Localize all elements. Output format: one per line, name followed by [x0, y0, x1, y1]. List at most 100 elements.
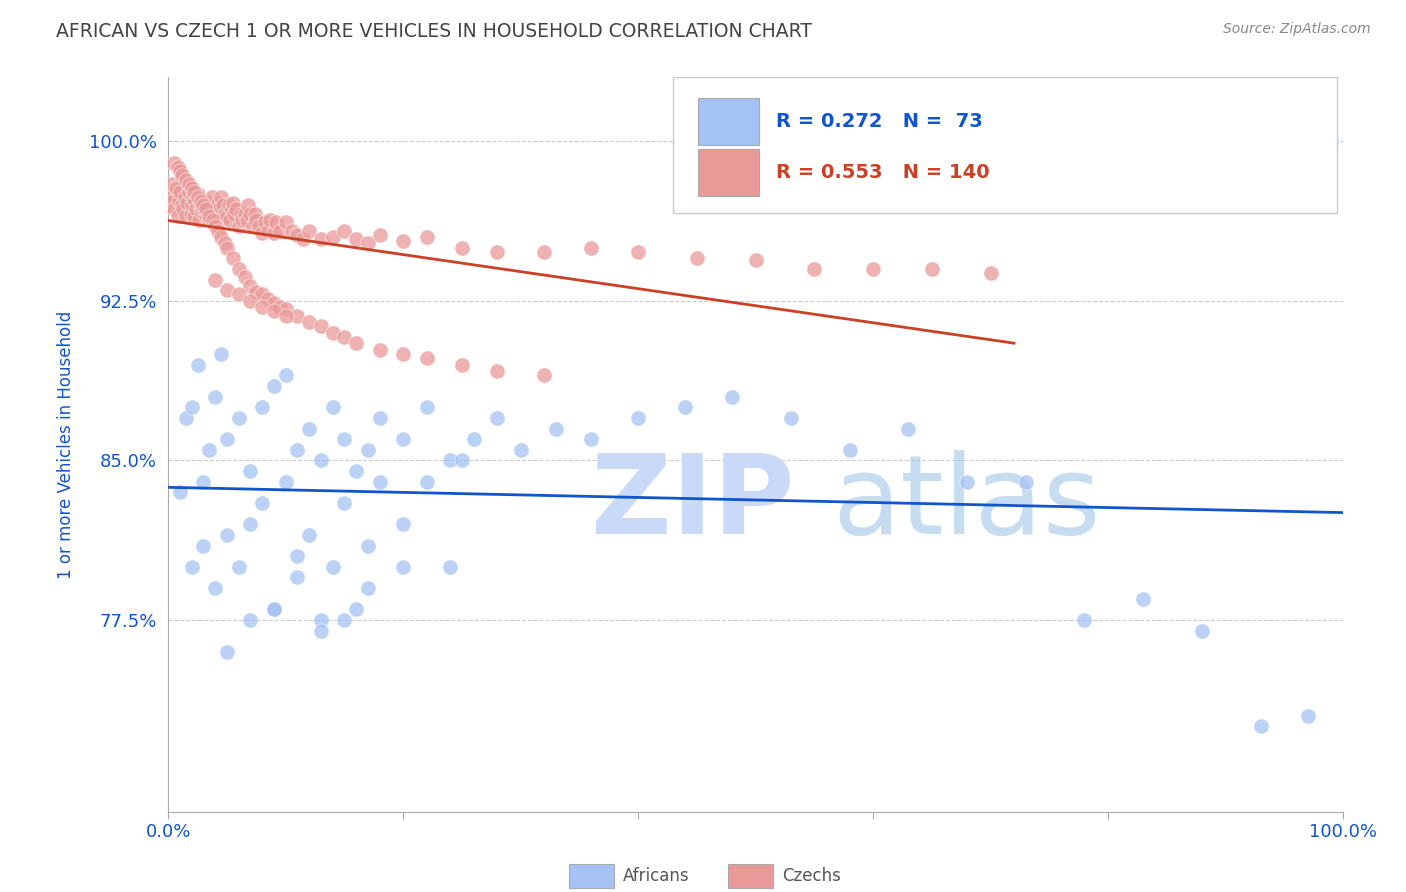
- Point: [204, 219, 226, 234]
- Point: [357, 581, 380, 595]
- Point: [544, 421, 567, 435]
- Point: [803, 261, 825, 276]
- Point: [243, 206, 266, 220]
- Point: [392, 347, 415, 361]
- Point: [208, 206, 231, 220]
- Point: [209, 189, 232, 203]
- Point: [231, 213, 253, 227]
- Point: [201, 213, 224, 227]
- Point: [392, 234, 415, 248]
- Point: [486, 364, 509, 378]
- Point: [200, 200, 222, 214]
- Point: [215, 645, 238, 659]
- Point: [233, 206, 256, 220]
- Point: [162, 194, 184, 208]
- Point: [174, 209, 197, 223]
- Point: [439, 453, 461, 467]
- Point: [1191, 624, 1213, 638]
- Point: [179, 177, 201, 191]
- Point: [228, 559, 250, 574]
- Point: [173, 189, 195, 203]
- Point: [215, 528, 238, 542]
- Point: [194, 202, 217, 217]
- Point: [344, 336, 367, 351]
- Text: Source: ZipAtlas.com: Source: ZipAtlas.com: [1223, 22, 1371, 37]
- Point: [225, 202, 247, 217]
- Point: [921, 261, 943, 276]
- FancyBboxPatch shape: [673, 78, 1337, 213]
- Point: [236, 198, 259, 212]
- Point: [250, 226, 273, 240]
- Text: ZIP: ZIP: [591, 450, 794, 557]
- Point: [214, 206, 236, 220]
- Point: [160, 177, 183, 191]
- Point: [247, 219, 270, 234]
- Point: [174, 172, 197, 186]
- Point: [228, 261, 250, 276]
- Point: [239, 279, 262, 293]
- Point: [263, 602, 285, 616]
- Point: [439, 559, 461, 574]
- Point: [274, 302, 297, 317]
- Point: [204, 202, 226, 217]
- Point: [228, 219, 250, 234]
- Point: [368, 475, 391, 489]
- Point: [292, 232, 315, 246]
- Point: [298, 224, 321, 238]
- Text: atlas: atlas: [832, 450, 1101, 557]
- Point: [463, 432, 485, 446]
- Point: [280, 224, 302, 238]
- Point: [215, 241, 238, 255]
- Point: [509, 442, 531, 457]
- FancyBboxPatch shape: [697, 98, 759, 145]
- Point: [579, 241, 602, 255]
- Point: [204, 581, 226, 595]
- Point: [166, 209, 188, 223]
- Point: [357, 539, 380, 553]
- Point: [174, 410, 197, 425]
- Point: [172, 202, 194, 217]
- Point: [274, 215, 297, 229]
- Point: [239, 517, 262, 532]
- Point: [956, 475, 979, 489]
- Point: [239, 206, 262, 220]
- Point: [309, 453, 332, 467]
- Point: [167, 194, 190, 208]
- Point: [287, 549, 309, 564]
- Point: [450, 358, 472, 372]
- Point: [744, 253, 766, 268]
- Point: [198, 442, 221, 457]
- Point: [627, 244, 650, 259]
- Point: [212, 198, 235, 212]
- Point: [344, 232, 367, 246]
- Point: [287, 570, 309, 584]
- Point: [263, 304, 285, 318]
- Point: [257, 224, 280, 238]
- Point: [415, 351, 437, 366]
- Point: [197, 206, 219, 220]
- Point: [207, 196, 229, 211]
- Point: [201, 206, 224, 220]
- Point: [333, 496, 356, 510]
- Point: [533, 244, 555, 259]
- Point: [298, 315, 321, 329]
- Point: [169, 186, 191, 200]
- Point: [239, 464, 262, 478]
- Point: [245, 213, 267, 227]
- Point: [187, 358, 209, 372]
- Text: AFRICAN VS CZECH 1 OR MORE VEHICLES IN HOUSEHOLD CORRELATION CHART: AFRICAN VS CZECH 1 OR MORE VEHICLES IN H…: [56, 22, 813, 41]
- Point: [233, 270, 256, 285]
- Point: [269, 300, 291, 314]
- Point: [415, 475, 437, 489]
- Point: [172, 198, 194, 212]
- Point: [187, 187, 209, 202]
- Point: [250, 287, 273, 301]
- Point: [333, 432, 356, 446]
- Point: [180, 401, 202, 415]
- Point: [1296, 708, 1319, 723]
- Point: [222, 196, 245, 211]
- Point: [179, 206, 201, 220]
- Y-axis label: 1 or more Vehicles in Household: 1 or more Vehicles in Household: [58, 310, 75, 579]
- Point: [180, 181, 202, 195]
- Point: [221, 202, 243, 217]
